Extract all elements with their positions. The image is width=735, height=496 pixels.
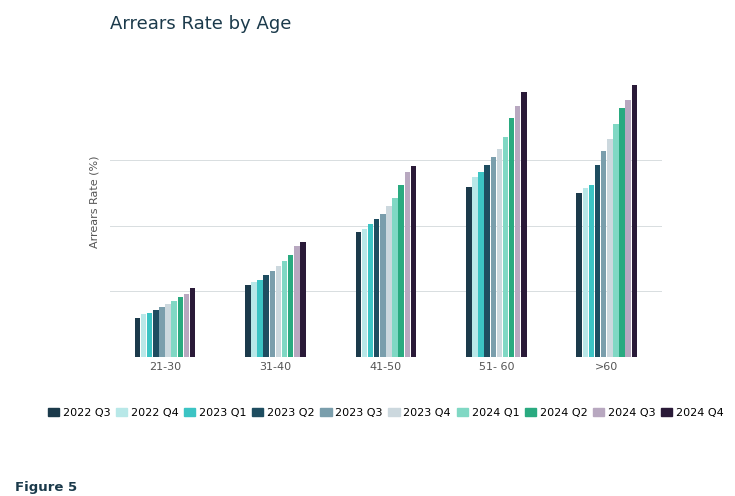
Bar (135, 318, 140, 357)
Bar (515, 106, 520, 357)
Bar (386, 206, 392, 357)
Bar (595, 165, 600, 357)
Bar (601, 151, 606, 357)
Bar (245, 285, 251, 357)
Bar (521, 92, 526, 357)
Bar (282, 261, 287, 357)
Bar (466, 186, 472, 357)
Bar (374, 219, 379, 357)
Bar (583, 188, 588, 357)
Bar (472, 177, 478, 357)
Bar (270, 271, 275, 357)
Bar (620, 108, 625, 357)
Bar (607, 139, 612, 357)
Bar (398, 185, 404, 357)
Text: Arrears Rate by Age: Arrears Rate by Age (110, 15, 291, 33)
Y-axis label: Arrears Rate (%): Arrears Rate (%) (89, 155, 99, 248)
Bar (625, 100, 631, 357)
Bar (159, 307, 165, 357)
Bar (380, 214, 386, 357)
Bar (147, 313, 152, 357)
Bar (251, 282, 257, 357)
Bar (613, 124, 619, 357)
Bar (368, 224, 373, 357)
Bar (178, 298, 183, 357)
Bar (356, 233, 361, 357)
Bar (165, 304, 171, 357)
Bar (497, 149, 502, 357)
Bar (257, 280, 263, 357)
Bar (589, 185, 594, 357)
Bar (294, 246, 300, 357)
Bar (392, 198, 398, 357)
Bar (263, 275, 269, 357)
Bar (190, 288, 196, 357)
Bar (503, 137, 509, 357)
Bar (509, 118, 514, 357)
Bar (362, 229, 368, 357)
Bar (404, 172, 410, 357)
Bar (288, 255, 293, 357)
Bar (631, 85, 637, 357)
Bar (490, 157, 496, 357)
Bar (153, 310, 159, 357)
Legend: 2022 Q3, 2022 Q4, 2023 Q1, 2023 Q2, 2023 Q3, 2023 Q4, 2024 Q1, 2024 Q2, 2024 Q3,: 2022 Q3, 2022 Q4, 2023 Q1, 2023 Q2, 2023… (43, 403, 728, 422)
Bar (478, 172, 484, 357)
Bar (411, 166, 416, 357)
Bar (184, 294, 189, 357)
Text: Figure 5: Figure 5 (15, 481, 77, 494)
Bar (171, 301, 177, 357)
Bar (141, 314, 146, 357)
Bar (300, 242, 306, 357)
Bar (276, 266, 282, 357)
Bar (576, 193, 582, 357)
Bar (484, 165, 490, 357)
